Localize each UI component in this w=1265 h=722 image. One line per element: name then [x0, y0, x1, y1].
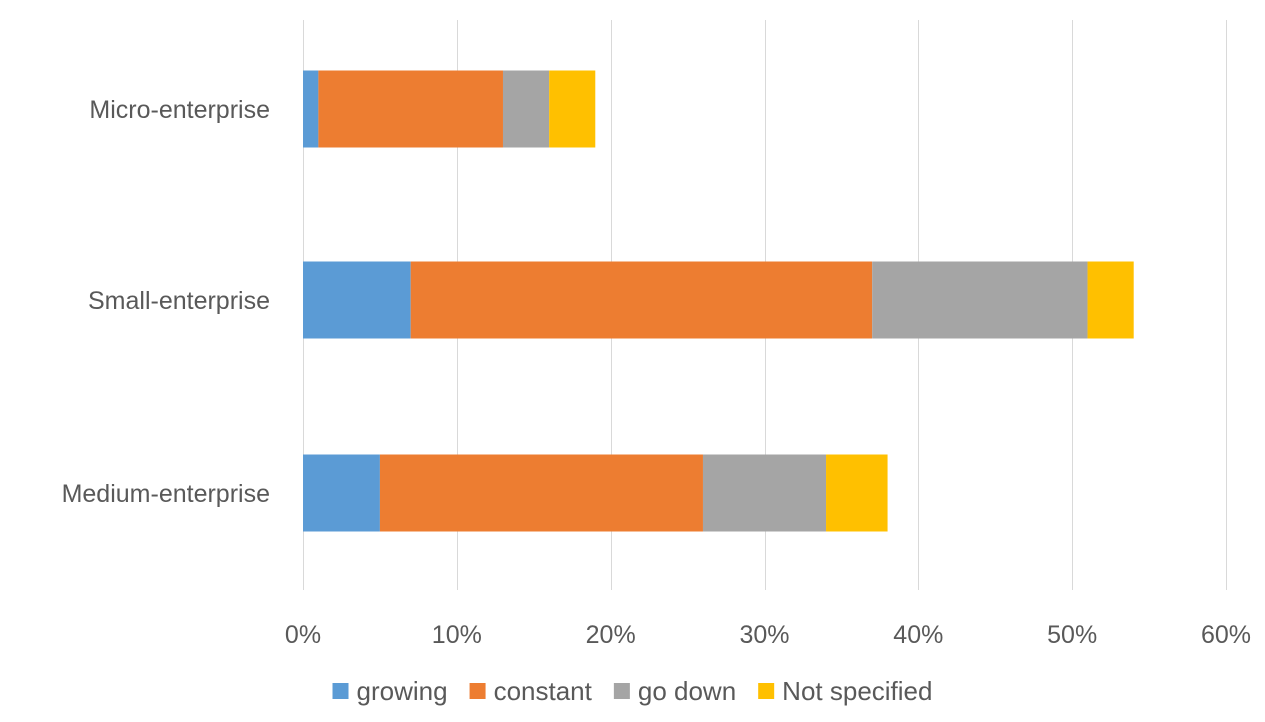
- legend-item-constant: constant: [469, 676, 593, 706]
- legend-label: Not specified: [782, 676, 932, 706]
- tick-label-60: 60%: [1201, 621, 1251, 649]
- bar-go-down-micro-enterprise: [502, 70, 550, 148]
- bar-growing-medium-enterprise: [303, 454, 380, 532]
- tick-label-10: 10%: [432, 621, 482, 649]
- legend-swatch: [613, 683, 630, 699]
- category-axis-labels: Micro-enterprise Small-enterprise Medium-e…: [62, 96, 270, 508]
- legend-item-go-down: go down: [613, 676, 736, 706]
- legend-label: growing: [357, 676, 448, 706]
- bar-go-down-small-enterprise: [872, 261, 1088, 339]
- bar-go-down-medium-enterprise: [702, 454, 827, 532]
- bar-constant-micro-enterprise: [318, 70, 503, 148]
- tick-label-0: 0%: [285, 621, 321, 649]
- tick-label-50: 50%: [1047, 621, 1097, 649]
- legend: growing constant go down Not specified: [332, 676, 932, 706]
- tick-label-30: 30%: [739, 621, 789, 649]
- legend-item-not-specified: Not specified: [758, 676, 932, 706]
- legend-item-growing: growing: [332, 676, 448, 706]
- bar-growing-micro-enterprise: [303, 70, 319, 148]
- bar-not-specified-medium-enterprise: [826, 454, 888, 532]
- tick-label-40: 40%: [893, 621, 943, 649]
- bar-not-specified-micro-enterprise: [549, 70, 596, 148]
- bar-growing-small-enterprise: [303, 261, 411, 339]
- legend-label: constant: [494, 676, 593, 706]
- bar-constant-small-enterprise: [410, 261, 873, 339]
- tick-label-20: 20%: [586, 621, 636, 649]
- bar-constant-medium-enterprise: [379, 454, 703, 532]
- bars: [303, 70, 1134, 532]
- value-axis-tick-labels: 0% 10% 20% 30% 40% 50% 60%: [285, 621, 1251, 649]
- legend-swatch: [332, 683, 349, 699]
- category-label-medium-enterprise: Medium-enterprise: [62, 480, 270, 508]
- legend-swatch: [469, 683, 486, 699]
- bar-not-specified-small-enterprise: [1087, 261, 1134, 339]
- legend-label: go down: [638, 676, 736, 706]
- legend-swatch: [758, 683, 775, 699]
- category-label-micro-enterprise: Micro-enterprise: [89, 96, 270, 124]
- category-label-small-enterprise: Small-enterprise: [88, 287, 270, 315]
